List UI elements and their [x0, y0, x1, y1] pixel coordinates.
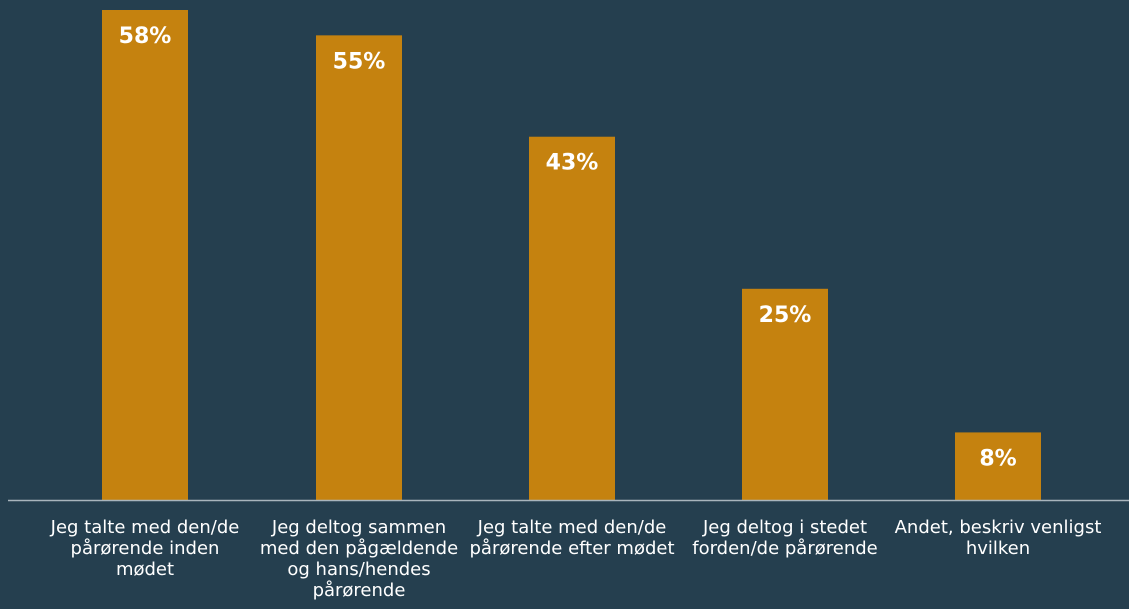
value-label-4: 25% [759, 303, 812, 328]
value-labels-group: 58% 55% 43% 25% 8% [119, 24, 1017, 471]
bar-2 [316, 35, 402, 501]
category-label-1: Jeg talte med den/de pårørende inden mød… [50, 517, 240, 580]
category-label-2: Jeg deltog sammen med den pågældende og … [259, 517, 459, 601]
bar-1 [102, 10, 188, 500]
value-label-3: 43% [546, 151, 599, 176]
category-label-5: Andet, beskriv venligst hvilken [894, 517, 1102, 559]
value-label-5: 8% [979, 446, 1016, 471]
category-label-4: Jeg deltog i stedet forden/de pårørende [692, 517, 878, 559]
bar-5 [955, 432, 1041, 500]
bar-3 [529, 136, 615, 501]
value-label-2: 55% [333, 49, 386, 74]
category-label-3: Jeg talte med den/de pårørende efter mød… [469, 517, 675, 559]
bars-group [102, 10, 1041, 501]
bar-4 [742, 288, 828, 500]
value-label-1: 58% [119, 24, 172, 49]
